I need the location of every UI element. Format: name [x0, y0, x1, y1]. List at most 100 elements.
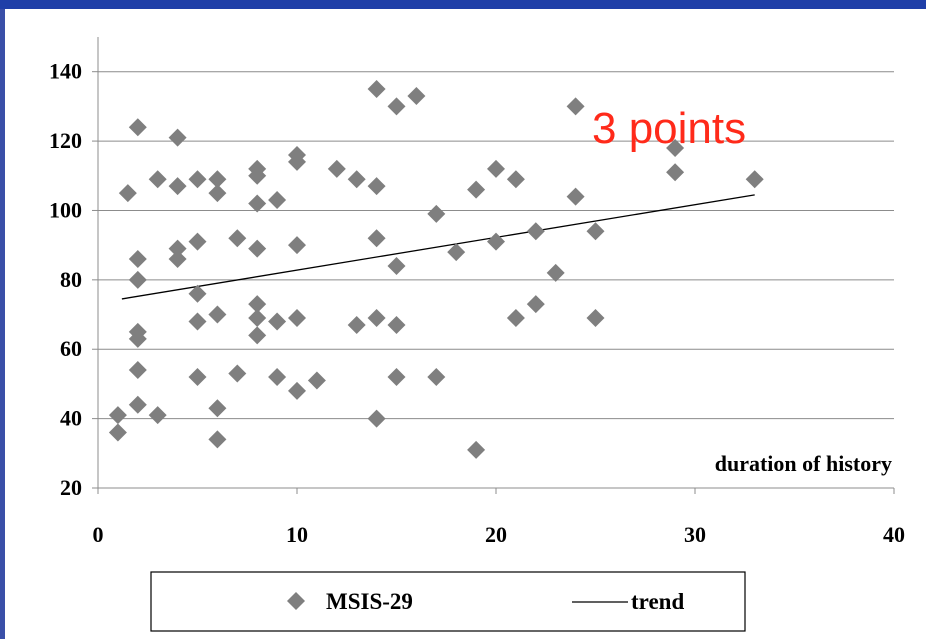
data-point-4	[128, 250, 147, 269]
data-point-36	[268, 312, 287, 331]
data-point-13	[168, 177, 187, 196]
data-point-17	[188, 232, 207, 251]
data-point-23	[208, 305, 227, 324]
x-tick-label-10: 10	[286, 522, 308, 547]
data-point-35	[268, 191, 287, 210]
data-point-58	[427, 367, 446, 386]
data-point-26	[228, 229, 247, 248]
data-point-16	[188, 170, 207, 189]
y-tick-label-80: 80	[60, 267, 82, 292]
data-point-14	[168, 239, 187, 258]
data-point-49	[367, 229, 386, 248]
data-point-0	[108, 406, 127, 425]
data-point-27	[228, 364, 247, 383]
slide-left-bar	[0, 9, 5, 639]
legend-label-msis29: MSIS-29	[326, 589, 413, 614]
data-point-68	[546, 263, 565, 282]
data-point-40	[288, 236, 306, 255]
y-tick-label-20: 20	[60, 475, 82, 500]
data-point-9	[128, 395, 147, 414]
y-tick-label-140: 140	[49, 59, 82, 84]
data-point-65	[506, 309, 525, 328]
legend-label-trend: trend	[631, 589, 684, 614]
data-point-56	[407, 86, 426, 105]
data-point-70	[566, 187, 585, 206]
data-point-61	[467, 440, 486, 459]
data-point-22	[208, 184, 227, 203]
data-point-64	[506, 170, 525, 189]
data-point-19	[188, 312, 207, 331]
data-point-47	[367, 80, 386, 99]
data-point-41	[288, 309, 306, 328]
data-point-45	[347, 170, 366, 189]
data-point-18	[188, 284, 207, 303]
axes	[92, 37, 895, 494]
slide-top-bar	[0, 0, 926, 9]
data-point-33	[248, 309, 267, 328]
y-tick-label-60: 60	[60, 336, 82, 361]
data-point-37	[268, 367, 287, 386]
data-point-21	[208, 170, 227, 189]
data-point-59	[447, 243, 466, 262]
data-point-71	[586, 222, 605, 241]
data-point-54	[387, 315, 406, 334]
data-point-15	[168, 250, 187, 269]
data-point-20	[188, 367, 207, 386]
data-point-8	[128, 361, 147, 380]
data-point-55	[387, 367, 406, 386]
data-point-74	[666, 163, 685, 182]
data-point-5	[128, 270, 147, 289]
data-point-1	[108, 423, 127, 442]
data-point-52	[387, 97, 406, 116]
data-point-44	[327, 159, 346, 178]
x-tick-label-20: 20	[485, 522, 507, 547]
y-tick-label-120: 120	[49, 128, 82, 153]
data-point-7	[128, 329, 147, 348]
data-point-75	[745, 170, 764, 189]
data-point-46	[347, 315, 366, 334]
x-tick-labels: 0 10 20 30 40	[93, 522, 906, 547]
y-tick-label-100: 100	[49, 197, 82, 222]
data-point-12	[168, 128, 187, 147]
annotation-label: 3 points	[592, 104, 746, 153]
x-tick-label-0: 0	[93, 522, 104, 547]
y-tick-label-40: 40	[60, 406, 82, 431]
data-point-53	[387, 256, 406, 275]
data-point-10	[148, 170, 167, 189]
data-point-63	[487, 232, 505, 251]
legend-marker-msis29	[287, 592, 305, 610]
data-point-51	[367, 409, 386, 428]
data-point-57	[427, 204, 446, 223]
trend-line	[121, 194, 755, 300]
data-point-34	[248, 326, 267, 345]
data-point-25	[208, 430, 227, 449]
grid-lines	[98, 71, 894, 420]
data-point-48	[367, 177, 386, 196]
data-point-39	[288, 152, 306, 171]
legend-box	[150, 571, 746, 632]
x-tick-label-40: 40	[883, 522, 905, 547]
data-point-73	[666, 139, 685, 158]
data-point-62	[487, 159, 505, 178]
data-point-69	[566, 97, 585, 116]
data-point-66	[526, 222, 545, 241]
data-point-67	[526, 295, 545, 314]
x-axis-title: duration of history	[715, 451, 892, 476]
legend: MSIS-29 trend	[150, 571, 746, 632]
data-point-2	[118, 184, 137, 203]
data-point-30	[248, 194, 267, 213]
data-points	[108, 80, 764, 459]
data-point-32	[248, 295, 267, 314]
x-tick-label-30: 30	[684, 522, 706, 547]
data-point-31	[248, 239, 267, 258]
data-point-3	[128, 118, 147, 137]
data-point-43	[307, 371, 326, 390]
data-point-50	[367, 309, 386, 328]
y-tick-labels: 20 40 60 80 100 120 140	[49, 59, 82, 500]
data-point-29	[248, 166, 267, 185]
data-point-60	[467, 180, 486, 199]
data-point-24	[208, 399, 227, 418]
data-point-11	[148, 406, 167, 425]
data-point-72	[586, 309, 605, 328]
